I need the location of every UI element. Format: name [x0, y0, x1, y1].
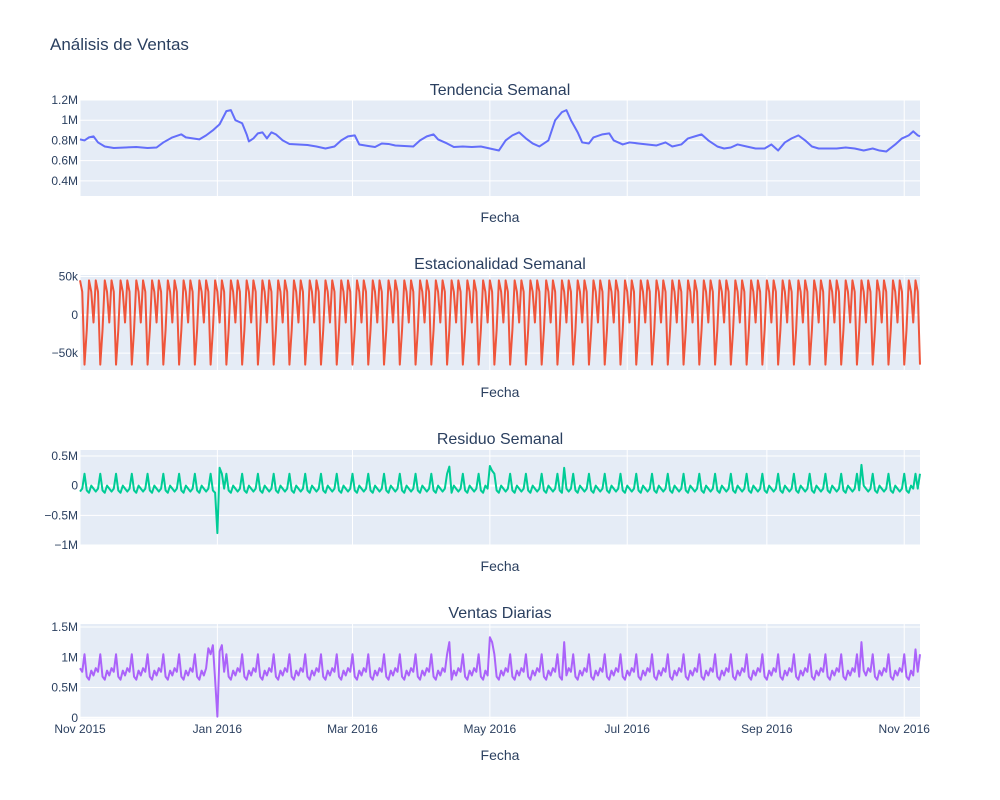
y-tick-label: 1.2M [51, 93, 78, 107]
x-tick-label: Nov 2015 [54, 722, 106, 736]
y-tick-label: 1M [61, 113, 78, 127]
x-axis-title: Fecha [481, 209, 520, 225]
y-tick-label: 0.8M [51, 133, 78, 147]
subplot-title: Residuo Semanal [437, 431, 563, 448]
subplot-2: −50k 0 50k Estacionalidad Semanal Fecha [52, 256, 921, 400]
x-tick-label: Jul 2016 [605, 722, 651, 736]
x-axis-title: Fecha [481, 558, 520, 574]
chart-main-title: Análisis de Ventas [50, 35, 189, 54]
x-tick-label: Sep 2016 [741, 722, 793, 736]
y-tick-label: 0 [71, 479, 78, 493]
y-tick-label: 0.5M [51, 681, 78, 695]
series-line [79, 636, 921, 718]
y-tick-label: −1M [54, 538, 78, 552]
y-tick-label: −50k [52, 346, 79, 360]
subplot-title: Estacionalidad Semanal [414, 256, 586, 273]
series-line [79, 279, 921, 366]
series-line [79, 463, 921, 535]
y-tick-label: 50k [59, 270, 79, 284]
series-line [79, 109, 921, 153]
subplot-title: Ventas Diarias [448, 605, 551, 622]
y-tick-label: 0.4M [51, 174, 78, 188]
y-tick-label: 1.5M [51, 620, 78, 634]
subplot-title: Tendencia Semanal [430, 82, 571, 99]
subplot-4: 0 0.5M 1M 1.5M Ventas Diarias Fecha Nov 2015 Ja… [51, 605, 930, 763]
subplot-3: −1M −0.5M 0 0.5M Residuo Semanal Fecha [44, 431, 921, 574]
subplot-1: 0.4M 0.6M 0.8M 1M 1.2M Tendencia Semanal Fecha [51, 82, 921, 225]
y-tick-label: 0.6M [51, 154, 78, 168]
y-tick-label: 0 [71, 711, 78, 725]
x-tick-label: May 2016 [464, 722, 517, 736]
x-axis-title: Fecha [481, 747, 520, 763]
y-tick-label: 1M [61, 650, 78, 664]
x-axis-title: Fecha [481, 384, 520, 400]
y-tick-label: 0 [71, 308, 78, 322]
x-tick-label: Nov 2016 [879, 722, 931, 736]
y-tick-label: −0.5M [44, 508, 78, 522]
x-tick-label: Jan 2016 [193, 722, 243, 736]
plot-background [80, 450, 920, 545]
x-tick-label: Mar 2016 [327, 722, 378, 736]
y-tick-label: 0.5M [51, 449, 78, 463]
